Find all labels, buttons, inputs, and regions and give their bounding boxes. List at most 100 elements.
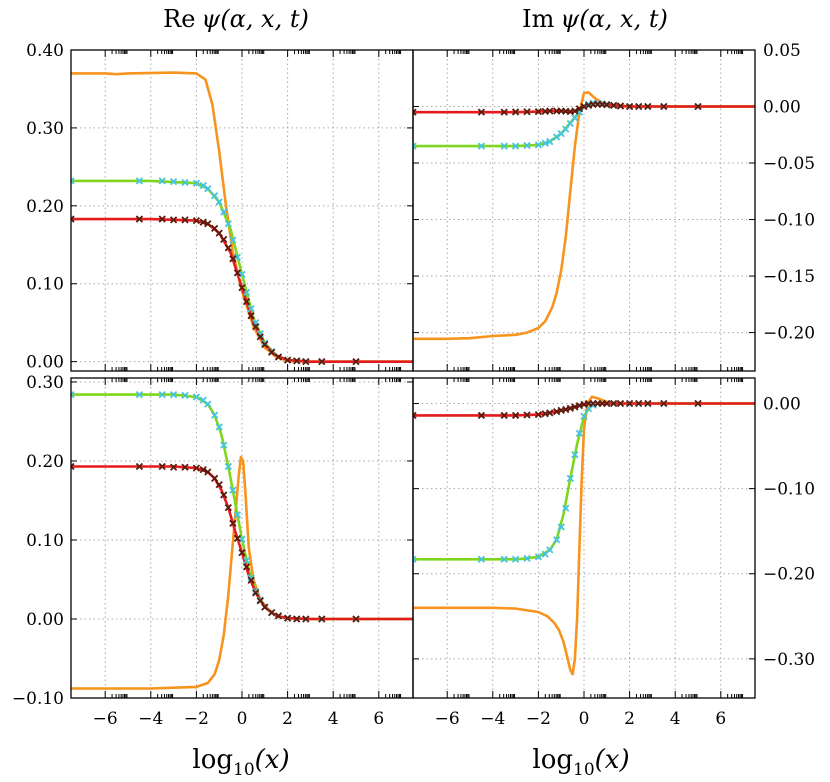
data-point-markers-a [229,255,237,263]
data-point-markers-a [283,614,292,622]
data-point-markers-b [233,511,242,519]
data-point-markers-a [318,358,326,366]
data-point-markers-b [541,139,549,147]
data-point-markers-a [158,462,166,471]
y-tick-label: 0.20 [26,197,64,217]
data-point-markers-a [135,462,144,471]
data-point-markers-a [169,463,178,471]
data-point-markers-a [625,102,634,111]
data-point-markers-a [261,340,269,349]
data-point-markers-b [169,178,178,186]
data-point-markers-a [644,399,652,408]
data-point-markers-a [199,466,207,474]
data-point-markers-a [534,410,543,419]
data-point-markers-b [242,556,251,565]
y-tick-label: 0.00 [26,353,64,373]
data-point-markers-a [192,464,201,472]
data-point-markers-b [224,220,232,228]
plot-frame [70,49,414,372]
x-label-log: log [192,745,233,775]
data-point-markers-a [261,603,269,611]
y-tick-label: −0.20 [763,324,815,344]
data-point-markers-a [71,462,75,471]
data-point-markers-a [252,322,260,331]
data-point-markers-b [500,142,508,150]
data-point-markers-b [261,339,269,347]
data-point-markers-b [589,401,597,409]
data-point-markers-a [135,215,144,223]
data-point-markers-b [477,142,486,150]
data-point-markers-a [293,615,301,623]
data-point-markers-b [413,142,417,150]
data-point-markers-b [229,236,237,244]
data-point-markers-a [477,411,486,420]
data-point-markers-b [247,305,255,313]
data-point-markers-a [283,356,292,364]
y-tick-label: 0.05 [763,41,801,61]
data-point-markers-a [635,399,643,408]
col-title-re-expr: ψ(α, x, t) [201,5,308,33]
data-point-markers-b [534,553,543,561]
data-point-markers-b [580,412,588,420]
y-tick-label: −0.30 [763,650,815,670]
data-point-markers-b [511,142,520,150]
data-point-markers-b [220,208,228,216]
y-tick-label: −0.15 [763,267,815,287]
data-point-markers-b [511,555,520,563]
col-title-im: Im ψ(α, x, t) [522,5,668,33]
x-axis-label-right: log10(x) [532,745,629,780]
data-point-markers-a [571,107,579,115]
data-point-markers-a [252,589,260,597]
data-point-markers-a [546,409,554,417]
col-title-re-main: Re [163,5,195,33]
data-point-markers-a [274,353,283,361]
x-tick-label: −4 [480,709,505,729]
data-point-markers-a [220,491,228,499]
data-point-markers-a [413,108,417,116]
data-point-markers-b [534,141,543,149]
data-point-markers-a [511,108,520,116]
data-point-markers-a [211,474,219,482]
data-point-markers-a [603,101,611,109]
data-point-markers-b [566,119,574,128]
data-point-markers-a [215,481,223,489]
data-point-markers-b [562,504,570,512]
x-tick-label: 6 [715,709,726,729]
data-point-markers-a [199,218,207,226]
data-point-markers-a [511,411,520,420]
data-point-markers-a [181,463,189,471]
y-tick-label: 0.40 [26,41,64,61]
data-point-markers-b [562,125,570,133]
series-group [413,91,755,341]
data-point-markers-a [616,102,625,110]
data-point-markers-a [215,229,223,237]
data-point-markers-a [625,399,634,408]
x-label-sub: 10 [573,760,595,780]
data-point-markers-b [500,555,508,563]
data-point-markers-a [523,108,531,116]
data-point-markers-a [192,216,201,225]
data-point-markers-b [233,253,242,261]
data-point-markers-a [293,357,301,365]
x-tick-label: −2 [184,709,209,729]
y-tick-label: −0.10 [763,480,815,500]
data-point-markers-b [181,391,189,400]
data-point-markers-b [553,536,561,544]
data-point-markers-b [477,555,486,563]
data-point-markers-b [546,546,554,554]
data-point-markers-a [635,102,643,111]
x-tick-label: 2 [624,709,635,729]
data-point-markers-b [169,390,178,399]
data-point-markers-a [610,399,618,408]
data-point-markers-b [135,390,144,399]
x-tick-label: 4 [670,709,681,729]
data-point-markers-a [610,101,618,110]
col-title-im-expr: ψ(α, x, t) [560,5,667,33]
data-point-markers-b [204,400,212,408]
x-label-sub: 10 [233,760,255,780]
data-point-markers-a [603,399,611,408]
data-point-markers-a [256,333,264,341]
data-point-markers-a [229,519,237,528]
data-point-markers-a [247,312,255,320]
data-point-markers-b [523,554,531,563]
